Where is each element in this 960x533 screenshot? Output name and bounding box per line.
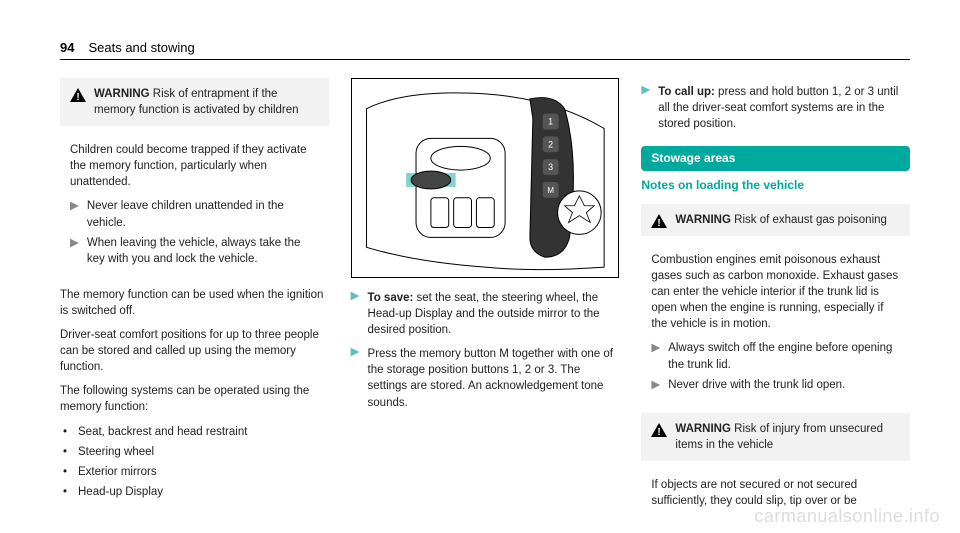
content-columns: ! WARNING Risk of entrapment if the memo… <box>60 78 910 519</box>
step-to-call-up: ▶ To call up: press and hold button 1, 2… <box>641 82 910 134</box>
list-item: • Steering wheel <box>60 444 329 460</box>
step-text: To call up: press and hold button 1, 2 o… <box>658 82 910 134</box>
warning-body-text: If objects are not secured or not secure… <box>651 477 900 509</box>
warning-title-text: WARNING Risk of injury from unsecured it… <box>675 421 900 453</box>
watermark: carmanualsonline.info <box>754 506 940 527</box>
list-item: • Exterior mirrors <box>60 464 329 480</box>
svg-text:!: ! <box>658 218 661 228</box>
warning-body: Combustion engines emit poisonous exhaus… <box>641 238 910 405</box>
arrow-icon: ▶ <box>70 198 79 230</box>
page-number: 94 <box>60 40 74 55</box>
warning-bullet: ▶ Never drive with the trunk lid open. <box>651 377 900 393</box>
svg-text:2: 2 <box>548 139 553 149</box>
warning-title-text: WARNING Risk of exhaust gas poisoning <box>675 212 887 228</box>
step-label: To call up: <box>658 86 715 98</box>
warning-body-text: Combustion engines emit poisonous exhaus… <box>651 252 900 332</box>
list-text: Exterior mirrors <box>78 464 157 480</box>
warning-header: ! WARNING Risk of exhaust gas poisoning <box>651 212 900 228</box>
paragraph: Driver-seat comfort positions for up to … <box>60 327 329 375</box>
paragraph: The following systems can be operated us… <box>60 383 329 415</box>
warning-bullet: ▶ When leaving the vehicle, always take … <box>70 235 319 267</box>
warning-header: ! WARNING Risk of injury from unsecured … <box>651 421 900 453</box>
warning-box-entrapment: ! WARNING Risk of entrapment if the memo… <box>60 78 329 126</box>
list-item: • Head-up Display <box>60 484 329 500</box>
warning-triangle-icon: ! <box>651 214 667 228</box>
step-label: To save: <box>368 292 414 304</box>
column-3: ▶ To call up: press and hold button 1, 2… <box>641 78 910 519</box>
bullet-text: Never drive with the trunk lid open. <box>668 377 845 393</box>
warning-body: Children could become trapped if they ac… <box>60 128 329 279</box>
column-2: 1 2 3 M ▶ To save: set the seat, the ste… <box>351 78 620 519</box>
warning-title-text: WARNING Risk of entrapment if the memory… <box>94 86 319 118</box>
step-text: Press the memory button M together with … <box>368 344 620 412</box>
arrow-icon: ▶ <box>641 82 650 134</box>
warning-triangle-icon: ! <box>651 423 667 437</box>
bullet-icon: • <box>60 464 70 480</box>
bullet-icon: • <box>60 484 70 500</box>
warning-subtitle: Risk of exhaust gas poisoning <box>731 214 887 226</box>
arrow-icon: ▶ <box>651 377 660 393</box>
warning-bullet: ▶ Never leave children unattended in the… <box>70 198 319 230</box>
section-heading: Stowage areas <box>641 146 910 171</box>
bullet-text: When leaving the vehicle, always take th… <box>87 235 319 267</box>
arrow-icon: ▶ <box>351 288 360 340</box>
bullet-icon: • <box>60 424 70 440</box>
list-item: • Seat, backrest and head restraint <box>60 424 329 440</box>
warning-box-unsecured: ! WARNING Risk of injury from unsecured … <box>641 413 910 461</box>
step-press-memory: ▶ Press the memory button M together wit… <box>351 344 620 412</box>
warning-label: WARNING <box>94 88 150 100</box>
page-header: 94 Seats and stowing <box>60 40 910 60</box>
subsection-heading: Notes on loading the vehicle <box>641 177 910 194</box>
bullet-text: Never leave children unattended in the v… <box>87 198 319 230</box>
svg-text:3: 3 <box>548 162 553 172</box>
list-text: Seat, backrest and head restraint <box>78 424 247 440</box>
warning-header: ! WARNING Risk of entrapment if the memo… <box>70 86 319 118</box>
warning-box-exhaust: ! WARNING Risk of exhaust gas poisoning <box>641 204 910 236</box>
arrow-icon: ▶ <box>651 340 660 372</box>
warning-body-text: Children could become trapped if they ac… <box>70 142 319 190</box>
step-to-save: ▶ To save: set the seat, the steering wh… <box>351 288 620 340</box>
list-text: Head-up Display <box>78 484 163 500</box>
paragraph: The memory function can be used when the… <box>60 287 329 319</box>
svg-text:!: ! <box>76 92 79 102</box>
svg-text:!: ! <box>658 427 661 437</box>
warning-label: WARNING <box>675 423 731 435</box>
bullet-text: Always switch off the engine before open… <box>668 340 900 372</box>
list-text: Steering wheel <box>78 444 154 460</box>
step-text: To save: set the seat, the steering whee… <box>368 288 620 340</box>
arrow-icon: ▶ <box>70 235 79 267</box>
svg-text:M: M <box>547 186 554 195</box>
column-1: ! WARNING Risk of entrapment if the memo… <box>60 78 329 519</box>
memory-button-diagram: 1 2 3 M <box>351 78 620 278</box>
warning-triangle-icon: ! <box>70 88 86 102</box>
arrow-icon: ▶ <box>351 344 360 412</box>
page-title: Seats and stowing <box>88 40 194 55</box>
svg-text:1: 1 <box>548 117 553 127</box>
warning-bullet: ▶ Always switch off the engine before op… <box>651 340 900 372</box>
warning-label: WARNING <box>675 214 731 226</box>
bullet-icon: • <box>60 444 70 460</box>
